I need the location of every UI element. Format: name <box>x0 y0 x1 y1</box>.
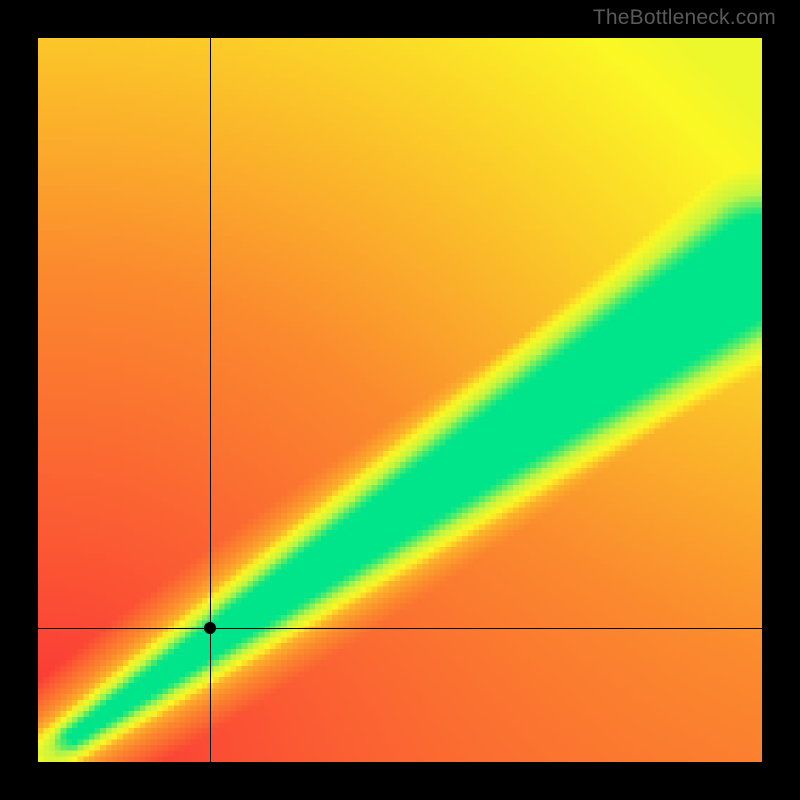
watermark-text: TheBottleneck.com <box>593 6 776 30</box>
crosshair-marker <box>204 622 216 634</box>
crosshair-horizontal <box>38 628 762 629</box>
heatmap-canvas <box>38 38 762 762</box>
crosshair-vertical <box>210 38 211 762</box>
heatmap-plot <box>38 38 762 762</box>
